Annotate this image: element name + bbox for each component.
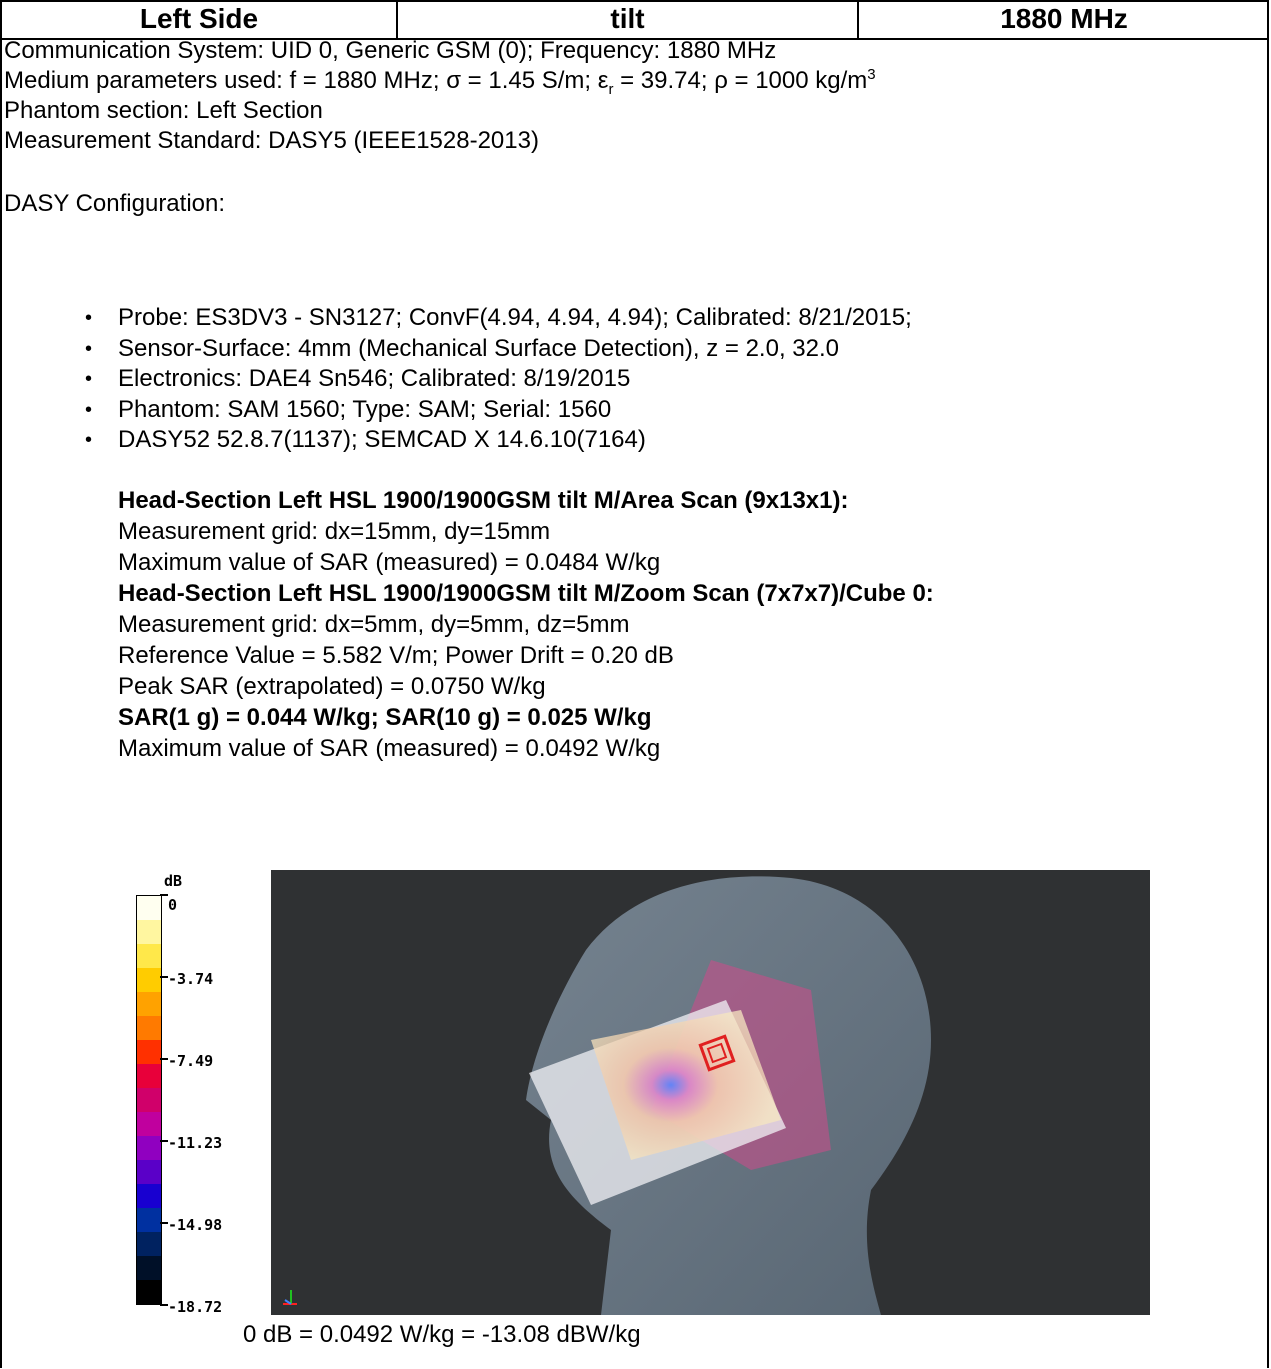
- area-scan-heading: Head-Section Left HSL 1900/1900GSM tilt …: [118, 487, 849, 514]
- header-frequency: 1880 MHz: [1000, 3, 1128, 34]
- configuration-list: Probe: ES3DV3 - SN3127; ConvF(4.94, 4.94…: [0, 303, 912, 456]
- zoom-scan-grid: Measurement grid: dx=5mm, dy=5mm, dz=5mm: [118, 611, 630, 638]
- measurement-standard: Measurement Standard: DASY5 (IEEE1528-20…: [4, 127, 539, 154]
- head-phantom-image: [283, 876, 931, 1315]
- header-position: tilt: [398, 2, 859, 38]
- zoom-scan-heading: Head-Section Left HSL 1900/1900GSM tilt …: [118, 580, 934, 607]
- sar-result: SAR(1 g) = 0.044 W/kg; SAR(10 g) = 0.025…: [118, 704, 652, 731]
- legend-tick-mark: [160, 976, 168, 978]
- config-item-probe: Probe: ES3DV3 - SN3127; ConvF(4.94, 4.94…: [0, 303, 912, 334]
- color-scale-bar: [136, 895, 162, 1305]
- config-item-phantom: Phantom: SAM 1560; Type: SAM; Serial: 15…: [0, 395, 912, 426]
- zoom-scan-reference: Reference Value = 5.582 V/m; Power Drift…: [118, 642, 674, 669]
- legend-tick-mark: [160, 1058, 168, 1060]
- sar-hotspot: [591, 1010, 781, 1160]
- header-side: Left Side: [2, 2, 398, 38]
- legend-tick-label: -14.98: [168, 1216, 223, 1234]
- legend-tick-label: -7.49: [168, 1052, 214, 1070]
- area-scan-grid: Measurement grid: dx=15mm, dy=15mm: [118, 518, 551, 545]
- config-item-sensor: Sensor-Surface: 4mm (Mechanical Surface …: [0, 334, 912, 365]
- area-scan-max: Maximum value of SAR (measured) = 0.0484…: [118, 549, 661, 576]
- axis-triad-icon: [283, 1290, 297, 1305]
- legend-tick-label: -11.23: [168, 1134, 223, 1152]
- config-item-software: DASY52 52.8.7(1137); SEMCAD X 14.6.10(71…: [0, 425, 912, 456]
- legend-tick-label: -3.74: [168, 970, 214, 988]
- legend-tick-mark: [160, 1304, 168, 1306]
- dasy-configuration-title: DASY Configuration:: [4, 190, 226, 217]
- medium-parameters: Medium parameters used: f = 1880 MHz; σ …: [4, 66, 876, 98]
- legend-tick-label: -18.72: [168, 1298, 223, 1316]
- zoom-scan-peak: Peak SAR (extrapolated) = 0.0750 W/kg: [118, 673, 546, 700]
- legend-unit: dB: [164, 872, 183, 890]
- zoom-scan-cube: [698, 1034, 736, 1072]
- sar-distribution-view: [271, 870, 1150, 1315]
- config-item-electronics: Electronics: DAE4 Sn546; Calibrated: 8/1…: [0, 364, 912, 395]
- reference-caption: 0 dB = 0.0492 W/kg = -13.08 dBW/kg: [243, 1321, 641, 1348]
- zoom-scan-max: Maximum value of SAR (measured) = 0.0492…: [118, 735, 661, 762]
- header-row: Left Side tilt 1880 MHz: [2, 2, 1269, 40]
- communication-system: Communication System: UID 0, Generic GSM…: [4, 37, 777, 64]
- phantom-section: Phantom section: Left Section: [4, 97, 323, 124]
- legend-tick-label: 0: [168, 896, 178, 914]
- legend-tick-mark: [160, 1222, 168, 1224]
- legend-tick-mark: [160, 894, 168, 896]
- legend-tick-mark: [160, 1140, 168, 1142]
